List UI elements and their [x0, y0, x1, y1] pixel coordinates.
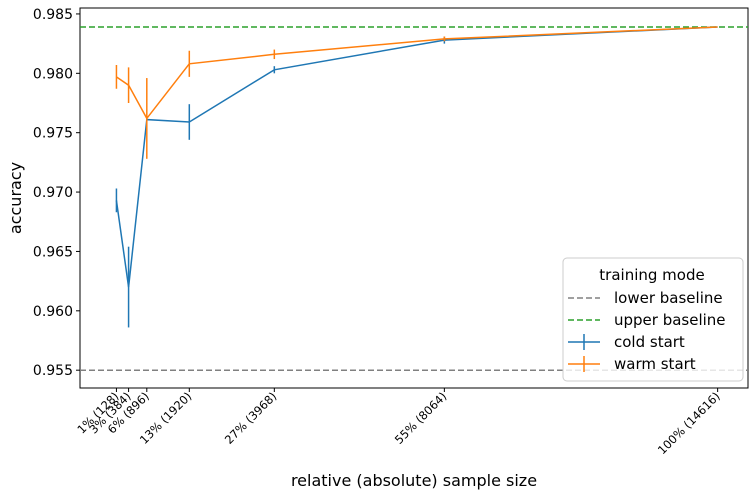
- legend-entry: upper baseline: [568, 311, 726, 329]
- x-tick-label: 100% (14616): [655, 389, 723, 457]
- y-tick-label: 0.980: [33, 66, 73, 82]
- legend-entry: lower baseline: [568, 289, 723, 307]
- y-tick-label: 0.965: [33, 244, 73, 260]
- series-layer: [115, 26, 718, 328]
- y-tick-label: 0.970: [33, 185, 73, 201]
- y-tick-label: 0.975: [33, 126, 73, 142]
- x-axis: 1% (128)3% (384)6% (896)13% (1920) 27% (3…: [74, 388, 723, 457]
- plot-area: [79, 7, 749, 389]
- y-tick-label: 0.960: [33, 304, 73, 320]
- y-axis: 0.955 0.960 0.965 0.970 0.975 0.980 0.985: [33, 7, 80, 379]
- legend-label: lower baseline: [614, 289, 723, 307]
- legend-label: upper baseline: [614, 311, 726, 329]
- x-axis-title: relative (absolute) sample size: [291, 471, 537, 490]
- legend: training mode lower baseline upper baseli…: [562, 257, 744, 382]
- series-line: [115, 26, 718, 288]
- series-line: [115, 26, 718, 120]
- legend-label: warm start: [614, 355, 696, 373]
- legend-label: cold start: [614, 333, 685, 351]
- y-tick-label: 0.955: [33, 363, 73, 379]
- baselines: [80, 26, 748, 371]
- legend-title: training mode: [599, 266, 704, 284]
- y-axis-title: accuracy: [6, 162, 25, 234]
- legend-entry: warm start: [568, 355, 696, 373]
- x-tick-label: 55% (8064): [392, 389, 450, 447]
- legend-box: [562, 257, 744, 382]
- series-warm-start: [115, 26, 718, 159]
- y-tick-label: 0.985: [33, 7, 73, 23]
- x-tick-label: 27% (3968): [222, 389, 280, 447]
- plot-frame: [79, 7, 749, 389]
- legend-entry: cold start: [568, 333, 685, 351]
